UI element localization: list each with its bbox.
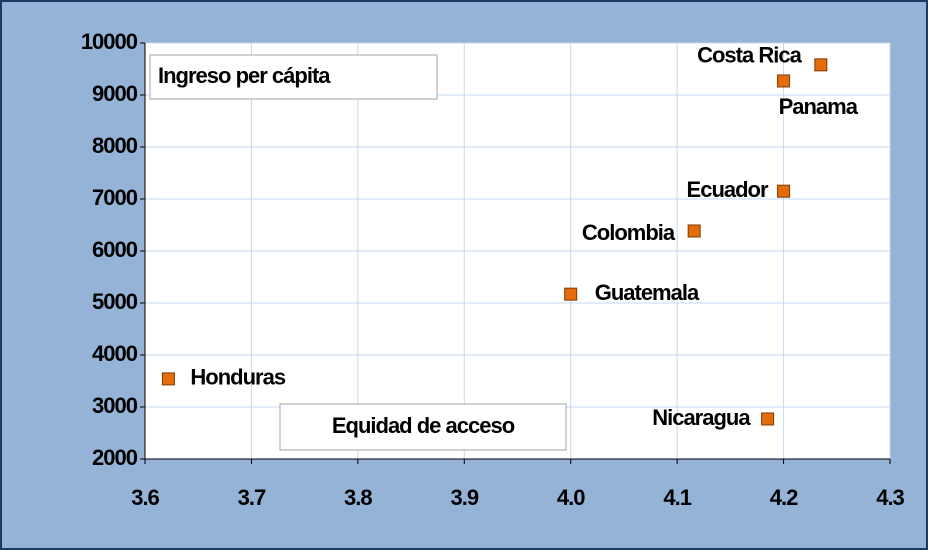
y-tick-label: 4000 <box>92 341 138 366</box>
point <box>777 74 791 88</box>
y-tick-label: 6000 <box>92 237 138 262</box>
y-tick-label: 3000 <box>92 393 138 418</box>
point <box>564 287 578 301</box>
x-tick-label: 4.1 <box>663 485 691 510</box>
point-label: Honduras <box>190 365 285 390</box>
y-axis-title: Ingreso per cápita <box>158 63 331 88</box>
point <box>687 224 701 238</box>
point-label: Ecuador <box>687 177 769 202</box>
point-label: Guatemala <box>595 280 700 305</box>
x-axis-title: Equidad de acceso <box>332 413 515 438</box>
y-tick-label: 8000 <box>92 133 138 158</box>
point <box>777 184 791 198</box>
y-tick-label: 9000 <box>92 81 138 106</box>
y-tick-label: 2000 <box>92 445 138 470</box>
point-label: Costa Rica <box>697 43 802 68</box>
xlabel-box <box>279 403 567 451</box>
x-tick-label: 4.2 <box>770 485 798 510</box>
y-tick-label: 5000 <box>92 289 138 314</box>
x-tick-label: 3.8 <box>344 485 372 510</box>
x-tick-label: 4.3 <box>876 485 904 510</box>
point <box>814 58 828 72</box>
point-label: Nicaragua <box>652 405 751 430</box>
y-tick-label: 10000 <box>81 29 138 54</box>
x-tick-label: 3.7 <box>238 485 266 510</box>
grid <box>144 42 891 460</box>
x-tick-label: 3.6 <box>131 485 159 510</box>
ylabel-box <box>149 54 438 100</box>
x-tick-label: 3.9 <box>450 485 478 510</box>
point <box>161 372 175 386</box>
point-label: Panama <box>779 94 859 119</box>
point-label: Colombia <box>582 220 676 245</box>
point <box>761 412 775 426</box>
y-tick-label: 7000 <box>92 185 138 210</box>
x-tick-label: 4.0 <box>557 485 585 510</box>
